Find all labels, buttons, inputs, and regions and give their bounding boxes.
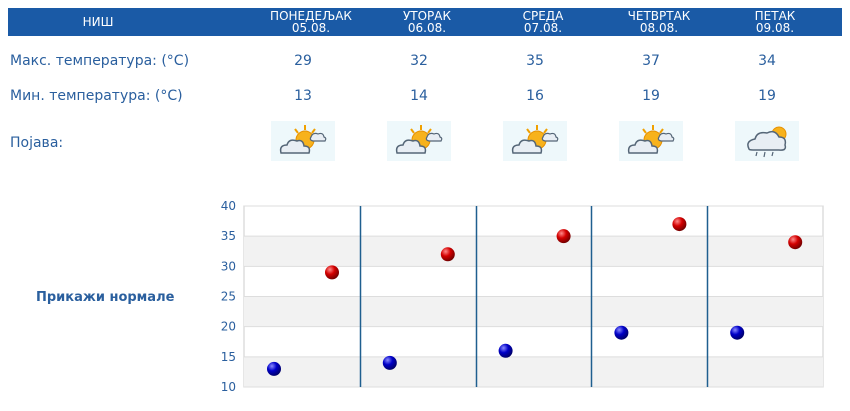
day-name: ЧЕТВРТАК xyxy=(627,9,691,23)
day-header-wednesday: СРЕДА 07.08. xyxy=(485,10,601,34)
min-temp-value: 13 xyxy=(294,88,312,104)
day-date: 08.08. xyxy=(639,21,679,35)
day-date: 05.08. xyxy=(291,21,331,35)
show-normals-link[interactable]: Прикажи нормале xyxy=(36,290,175,305)
sun-behind-cloud-icon xyxy=(387,121,451,161)
y-tick-label: 20 xyxy=(221,320,236,334)
sun-behind-cloud-icon xyxy=(503,121,567,161)
min-temp-value: 16 xyxy=(526,88,544,104)
y-tick-label: 40 xyxy=(221,199,236,213)
grid-band xyxy=(244,356,823,387)
cloud-sun-rain-icon xyxy=(735,121,799,161)
day-header-monday: ПОНЕДЕЉАК 05.08. xyxy=(253,10,369,34)
day-name: ПОНЕДЕЉАК xyxy=(270,9,352,23)
weather-label: Појава: xyxy=(10,135,64,151)
day-date: 07.08. xyxy=(523,21,563,35)
day-date: 06.08. xyxy=(407,21,447,35)
min-temp-point[interactable] xyxy=(730,325,745,340)
forecast-header: НИШ ПОНЕДЕЉАК 05.08. УТОРАК 06.08. СРЕДА… xyxy=(8,8,842,36)
max-temp-value: 34 xyxy=(758,53,776,69)
max-temp-value: 37 xyxy=(642,53,660,69)
max-temp-point[interactable] xyxy=(325,265,339,280)
temperature-chart: 10 15 20 25 30 35 40 xyxy=(221,199,824,394)
min-temp-value: 19 xyxy=(642,88,660,104)
max-temp-value: 35 xyxy=(526,53,544,69)
max-temp-value: 32 xyxy=(410,53,428,69)
min-temp-value: 14 xyxy=(410,88,428,104)
max-temp-label: Макс. температура: (°C) xyxy=(10,53,190,69)
max-temp-point[interactable] xyxy=(440,247,455,262)
y-tick-label: 35 xyxy=(221,229,236,243)
y-tick-label: 25 xyxy=(221,290,236,304)
y-tick-label: 30 xyxy=(221,259,236,273)
sun-behind-cloud-icon xyxy=(619,121,683,161)
max-temp-point[interactable] xyxy=(672,217,687,232)
city-name: НИШ xyxy=(82,15,114,29)
y-tick-label: 10 xyxy=(221,380,236,394)
grid-band xyxy=(244,296,823,327)
sun-behind-cloud-icon xyxy=(271,121,335,161)
max-temp-point[interactable] xyxy=(788,235,803,250)
max-temp-value: 29 xyxy=(294,53,312,69)
day-name: ПЕТАК xyxy=(754,9,796,23)
min-temp-point[interactable] xyxy=(498,343,513,358)
min-temp-point[interactable] xyxy=(267,361,281,376)
day-name: УТОРАК xyxy=(402,9,452,23)
min-temp-point[interactable] xyxy=(614,325,629,340)
min-temp-value: 19 xyxy=(758,88,776,104)
grid-band xyxy=(244,236,823,267)
day-header-tuesday: УТОРАК 06.08. xyxy=(369,10,485,34)
day-header-friday: ПЕТАК 09.08. xyxy=(717,10,833,34)
min-temp-label: Мин. температура: (°C) xyxy=(10,88,183,104)
day-name: СРЕДА xyxy=(522,9,564,23)
day-date: 09.08. xyxy=(755,21,795,35)
max-temp-point[interactable] xyxy=(556,229,571,244)
min-temp-point[interactable] xyxy=(382,355,397,370)
y-tick-label: 15 xyxy=(221,350,236,364)
day-header-thursday: ЧЕТВРТАК 08.08. xyxy=(601,10,717,34)
